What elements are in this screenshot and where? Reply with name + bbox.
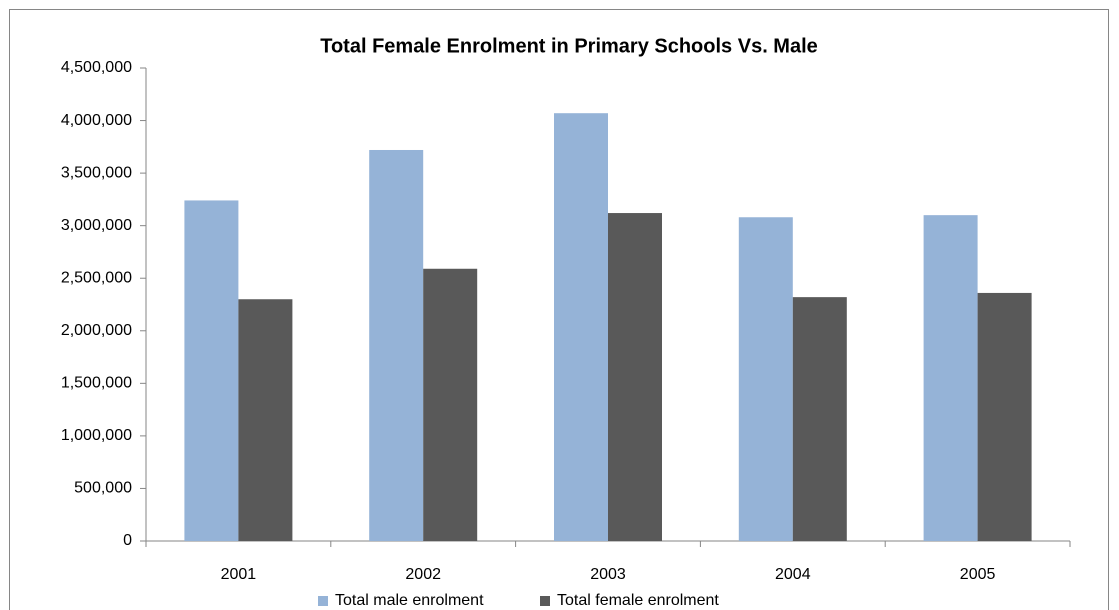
bar [369,149,424,541]
bar [238,299,293,541]
chart-title: Total Female Enrolment in Primary School… [320,35,818,57]
legend-swatch [540,596,550,606]
y-tick-label: 2,500,000 [61,269,132,286]
y-tick-label: 0 [123,532,132,549]
y-tick-label: 3,500,000 [61,164,132,181]
bar [184,200,239,541]
bar [792,297,847,541]
bar [423,268,478,541]
legend-label: Total male enrolment [335,592,484,609]
y-tick-label: 500,000 [74,480,132,497]
legend-swatch [318,596,328,606]
bar [977,292,1032,541]
bar [608,213,662,541]
x-tick-label: 2003 [590,566,626,583]
x-tick-label: 2004 [775,566,811,583]
bar [738,217,793,541]
y-tick-label: 3,000,000 [61,217,132,234]
x-tick-label: 2002 [405,566,441,583]
y-tick-label: 4,000,000 [61,112,132,129]
x-tick-label: 2001 [221,566,257,583]
legend-label: Total female enrolment [557,592,719,609]
y-tick-label: 4,500,000 [61,59,132,76]
y-tick-label: 1,500,000 [61,375,132,392]
bar [554,113,608,541]
bar [923,215,978,541]
y-tick-label: 1,000,000 [61,427,132,444]
y-tick-label: 2,000,000 [61,322,132,339]
x-tick-label: 2005 [960,566,996,583]
